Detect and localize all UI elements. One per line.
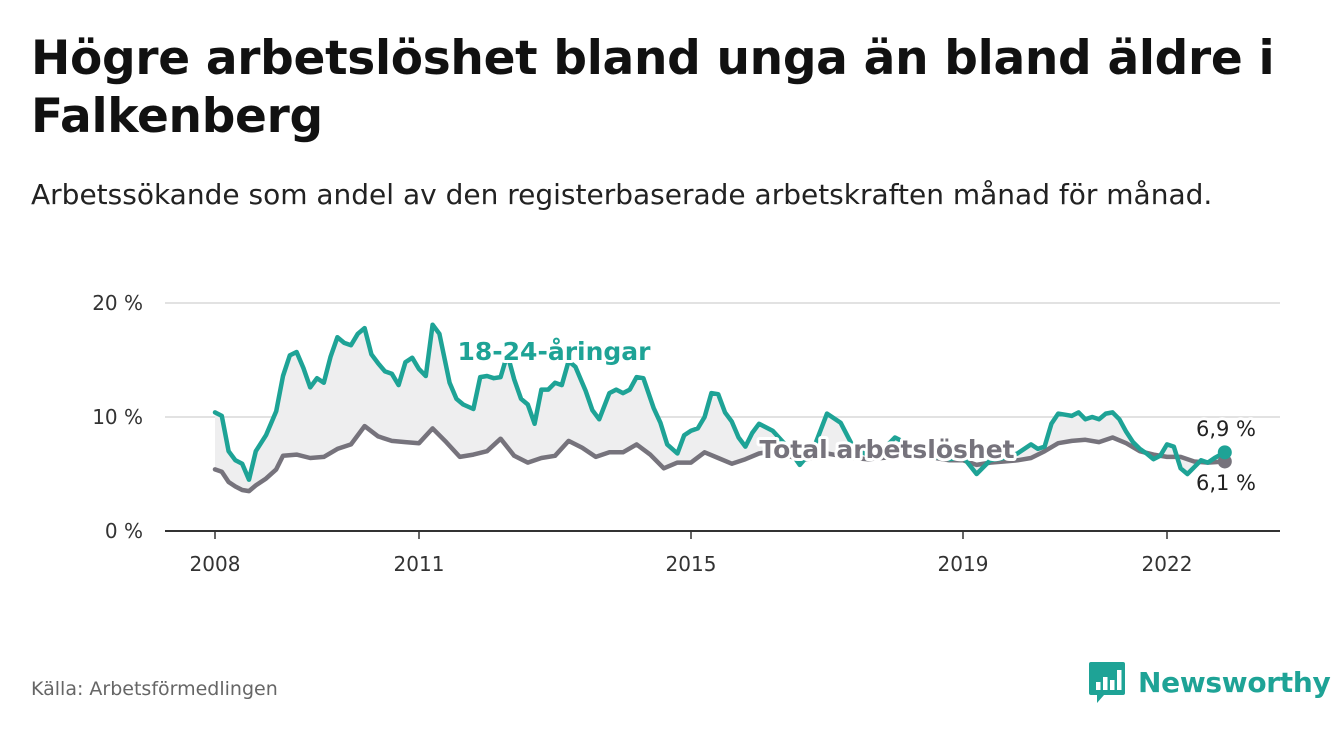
chart-subtitle: Arbetssökande som andel av den registerb…: [31, 178, 1213, 211]
y-tick-label: 20 %: [92, 291, 143, 315]
gap-band: [215, 324, 1225, 492]
series-lines: [212, 322, 1232, 494]
y-tick-label: 0 %: [105, 519, 143, 543]
x-tick-label: 2019: [938, 552, 989, 576]
x-axis: 2008 2011 2015 2019 2022: [165, 530, 1280, 576]
line-chart: 0 % 10 % 20 % 2008 2011 2015 2019 2022 18-24-å…: [92, 291, 1280, 576]
end-value-18-24: 6,9 %: [1196, 417, 1256, 441]
series-label-18-24: 18-24-åringar: [458, 337, 652, 366]
newsworthy-logo-icon: [1089, 662, 1125, 703]
x-tick-label: 2008: [190, 552, 241, 576]
source-note: Källa: Arbetsförmedlingen: [31, 678, 278, 700]
brand-name: Newsworthy: [1138, 665, 1331, 699]
series-labels: 18-24-åringar Total arbetslöshet 6,9 % 6,1 …: [455, 334, 1260, 498]
end-value-total: 6,1 %: [1196, 471, 1256, 495]
series-endpoint-18-24: [1217, 445, 1232, 460]
y-tick-label: 10 %: [92, 405, 143, 429]
series-line-total: [212, 423, 1228, 494]
chart-title: Högre arbetslöshet bland unga än bland ä…: [31, 31, 1275, 144]
x-tick-label: 2011: [394, 552, 445, 576]
series-line-18-24: [212, 322, 1228, 482]
x-tick-label: 2022: [1142, 552, 1193, 576]
series-label-total: Total arbetslöshet: [759, 435, 1014, 464]
brand-logo: Newsworthy: [1088, 660, 1331, 704]
x-tick-label: 2015: [666, 552, 717, 576]
